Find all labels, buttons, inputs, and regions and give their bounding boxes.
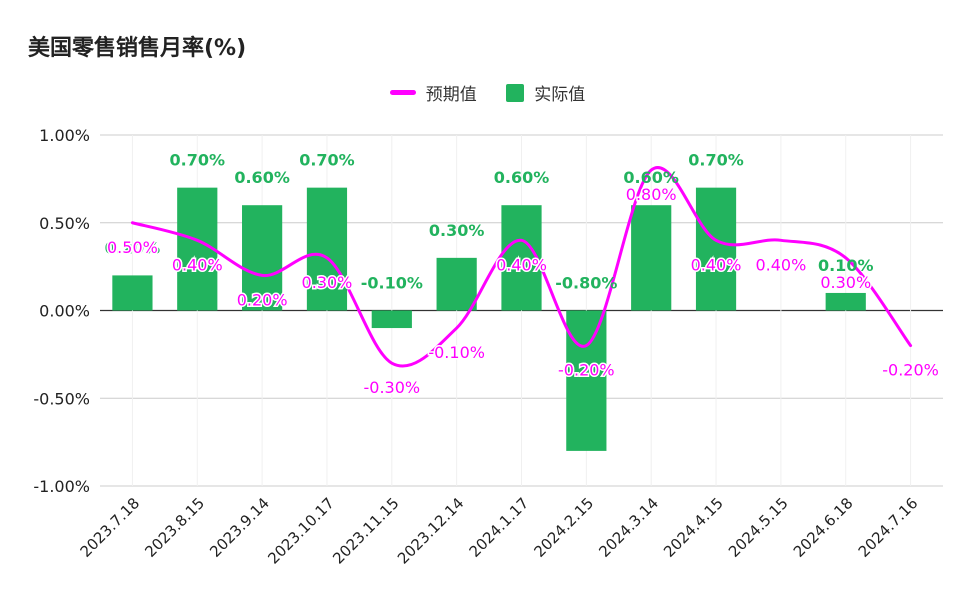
data-label-actual: 0.60% (494, 168, 550, 187)
x-tick-label: 2023.9.14 (206, 494, 273, 561)
y-tick-label: 1.00% (39, 126, 90, 145)
bar-actual (501, 205, 542, 311)
data-label-actual: 0.70% (299, 151, 355, 170)
data-label-expected: 0.40% (496, 255, 547, 274)
bar-actual (436, 257, 477, 311)
data-label-actual: 0.70% (688, 151, 744, 170)
bar-actual (112, 275, 153, 311)
x-tick-label: 2024.3.14 (595, 494, 662, 561)
data-label-expected: 0.30% (302, 273, 353, 292)
data-label-expected: -0.10% (428, 343, 485, 362)
data-label-expected: -0.20% (882, 361, 939, 380)
x-tick-label: 2023.8.15 (141, 494, 208, 561)
legend-label-actual: 实际值 (534, 85, 586, 105)
data-label-actual: -0.80% (555, 274, 617, 293)
data-label-expected: -0.30% (364, 378, 421, 397)
y-tick-label: 0.00% (39, 302, 90, 321)
bars-actual (112, 187, 866, 451)
data-label-expected: 0.40% (755, 255, 806, 274)
bar-actual (631, 205, 672, 311)
bar-actual (566, 310, 607, 451)
x-tick-label: 2023.10.17 (264, 494, 337, 567)
bar-actual (695, 187, 737, 311)
data-label-actual: 0.70% (170, 151, 226, 170)
y-axis: 1.00% 0.50% 0.00% -0.50% -1.00% (33, 126, 90, 496)
line-expected-path (130, 166, 913, 368)
data-label-expected: 0.50% (107, 238, 158, 257)
data-label-actual: 0.10% (818, 256, 874, 275)
chart-title: 美国零售销售月率(%) (28, 36, 247, 61)
bar-actual (371, 310, 412, 329)
legend-box-swatch (506, 83, 525, 102)
data-label-expected: 0.30% (820, 273, 871, 292)
x-tick-label: 2024.2.15 (530, 494, 597, 561)
x-tick-label: 2023.11.15 (329, 494, 402, 567)
x-tick-label: 2024.4.15 (660, 494, 727, 561)
x-tick-label: 2023.12.14 (394, 494, 467, 567)
x-tick-label: 2023.7.18 (77, 494, 144, 561)
data-label-expected: 0.40% (691, 255, 742, 274)
y-tick-label: -1.00% (33, 477, 90, 496)
data-label-expected: 0.40% (172, 255, 223, 274)
legend: 预期值 实际值 (0, 80, 975, 105)
line-expected (130, 166, 913, 368)
bar-actual (825, 292, 866, 311)
legend-item-expected[interactable]: 预期值 (389, 80, 477, 105)
data-label-expected: 0.80% (626, 185, 677, 204)
data-labels: 0.20% 0.70% 0.60% 0.70% -0.10% 0.30% 0.60% -0.8… (105, 151, 941, 399)
data-label-actual: -0.10% (361, 274, 423, 293)
legend-line-swatch (389, 90, 416, 95)
x-tick-label: 2024.6.18 (790, 494, 857, 561)
bar-actual (306, 187, 348, 311)
legend-item-actual[interactable]: 实际值 (506, 80, 585, 105)
y-tick-label: -0.50% (33, 389, 90, 408)
data-label-expected: -0.20% (558, 361, 615, 380)
data-label-expected: 0.20% (237, 290, 288, 309)
legend-label-expected: 预期值 (425, 85, 477, 105)
bar-actual (242, 205, 283, 311)
y-tick-label: 0.50% (39, 214, 90, 233)
x-tick-label: 2024.5.15 (725, 494, 792, 561)
data-label-actual: 0.60% (623, 168, 679, 187)
data-label-actual: 0.20% (105, 238, 161, 257)
data-label-actual: 0.30% (429, 221, 485, 240)
x-tick-label: 2024.1.17 (466, 494, 533, 561)
data-label-actual: 0.60% (234, 168, 290, 187)
x-axis: 2023.7.182023.8.152023.9.142023.10.17202… (77, 494, 922, 567)
x-tick-label: 2024.7.16 (855, 494, 922, 561)
